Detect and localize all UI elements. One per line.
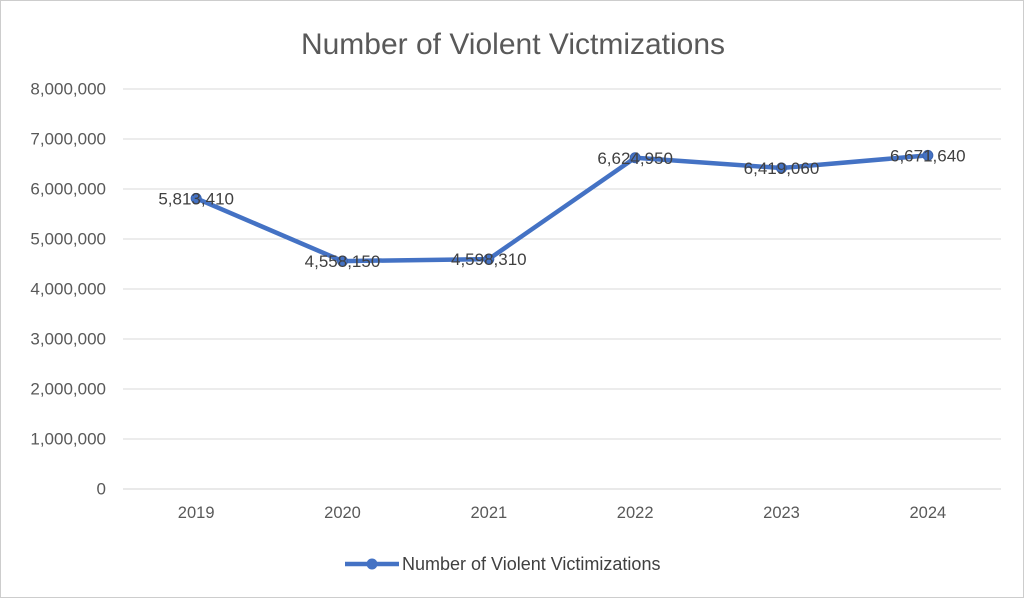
y-axis-tick-label: 3,000,000 bbox=[30, 330, 106, 349]
data-label: 5,813,410 bbox=[158, 189, 234, 208]
x-axis-tick-label: 2019 bbox=[178, 504, 215, 522]
y-axis-tick-label: 1,000,000 bbox=[30, 430, 106, 449]
data-point-marker bbox=[922, 149, 934, 161]
data-point-marker bbox=[629, 152, 641, 164]
data-labels-layer: 5,813,410 4,558,150 4,598,310 6,624,950 6,41… bbox=[158, 146, 965, 271]
x-axis-tick-label: 2021 bbox=[470, 504, 507, 522]
x-axis-labels: 2019 2020 2021 2022 2023 2024 bbox=[178, 504, 946, 522]
series-line-layer bbox=[193, 153, 931, 264]
data-label: 6,624,950 bbox=[597, 149, 673, 168]
gridlines bbox=[123, 88, 1001, 490]
x-axis-tick-label: 2020 bbox=[324, 504, 361, 522]
y-axis-tick-label: 0 bbox=[97, 480, 106, 499]
x-axis-tick-label: 2024 bbox=[909, 504, 946, 522]
data-point-marker bbox=[190, 192, 202, 204]
data-point-marker bbox=[776, 162, 787, 174]
series-line bbox=[193, 153, 931, 264]
y-axis-tick-label: 2,000,000 bbox=[30, 380, 106, 399]
data-label: 6,419,060 bbox=[744, 159, 820, 178]
chart-title: Number of Violent Victmizations bbox=[301, 28, 725, 61]
data-label: 4,558,150 bbox=[305, 252, 381, 271]
series-markers-layer bbox=[190, 149, 934, 267]
x-axis-tick-label: 2022 bbox=[617, 504, 654, 522]
data-label: 6,671,640 bbox=[890, 146, 966, 165]
y-axis-tick-label: 7,000,000 bbox=[30, 130, 106, 149]
y-axis-tick-label: 6,000,000 bbox=[30, 180, 106, 199]
data-point-marker bbox=[483, 253, 495, 265]
legend-label: Number of Violent Victimizations bbox=[402, 554, 660, 574]
legend-marker-icon bbox=[366, 558, 378, 570]
x-axis-tick-label: 2023 bbox=[763, 504, 800, 522]
y-axis-labels: 0 1,000,000 2,000,000 3,000,000 4,000,000 5,0… bbox=[30, 80, 106, 499]
data-label: 4,598,310 bbox=[451, 250, 527, 269]
data-point-marker bbox=[337, 255, 348, 267]
y-axis-tick-label: 4,000,000 bbox=[30, 280, 106, 299]
y-axis-tick-label: 8,000,000 bbox=[30, 80, 106, 99]
legend: Number of Violent Victimizations bbox=[345, 554, 660, 574]
y-axis-tick-label: 5,000,000 bbox=[30, 230, 106, 249]
